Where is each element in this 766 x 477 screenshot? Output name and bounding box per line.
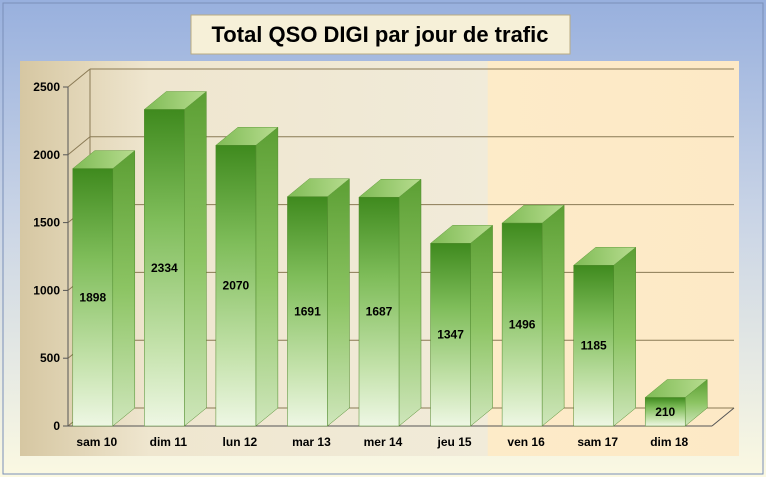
x-axis-ticks: sam 10 dim 11 lun 12 mar 13 mer 14 jeu 15 ven … (76, 435, 688, 449)
gridline (67, 68, 734, 88)
x-tick-label: mer 14 (364, 435, 403, 449)
bar: 210 (644, 378, 708, 427)
y-tick-label: 0 (53, 419, 60, 433)
bar-side (112, 150, 136, 427)
x-tick-label: mar 13 (292, 435, 331, 449)
bar-value-label: 1347 (437, 328, 464, 342)
bar-front (501, 222, 543, 427)
bars: 1898 2334 2070 1691 1687 1347 1496 1185 210 (72, 90, 708, 427)
bar: 1347 (429, 224, 494, 427)
bar-front (215, 145, 257, 427)
x-tick-label: jeu 15 (437, 435, 472, 449)
bar-front (573, 265, 614, 427)
bar: 1496 (501, 204, 565, 427)
y-tick-label: 1500 (33, 216, 60, 230)
bar-value-label: 1687 (366, 305, 393, 319)
x-tick-label: sam 10 (76, 435, 117, 449)
bar-side (398, 178, 422, 427)
bar: 2070 (215, 126, 279, 427)
bar-front (430, 243, 471, 427)
x-tick-label: lun 12 (223, 435, 258, 449)
bar-side (613, 246, 636, 427)
floor-edge (711, 407, 735, 427)
y-tick-label: 2500 (33, 80, 60, 94)
bar-value-label: 1185 (581, 339, 607, 353)
bar-front (644, 397, 686, 427)
bar-side (255, 126, 279, 427)
bar-value-label: 1691 (294, 304, 321, 318)
bar-side (184, 90, 207, 427)
bar-side (470, 224, 493, 427)
bar-side (541, 204, 565, 427)
bar-value-label: 1898 (79, 290, 106, 304)
x-tick-label: ven 16 (507, 435, 545, 449)
x-tick-label: dim 18 (650, 435, 688, 449)
bar: 1687 (358, 178, 422, 427)
chart-title: Total QSO DIGI par jour de trafic (212, 22, 549, 47)
bar: 1185 (572, 246, 637, 427)
y-tick-label: 1000 (33, 283, 60, 297)
title-box: Total QSO DIGI par jour de trafic (190, 14, 571, 55)
bar-front (72, 168, 114, 427)
bar-value-label: 2070 (223, 279, 250, 293)
bar-value-label: 210 (655, 405, 675, 419)
bar: 1691 (286, 178, 351, 427)
y-tick-label: 500 (40, 351, 60, 365)
title-background (190, 14, 571, 55)
bar-front (144, 109, 185, 427)
x-tick-label: sam 17 (577, 435, 618, 449)
y-tick-label: 2000 (33, 148, 60, 162)
bar-front (358, 196, 400, 427)
y-axis-ticks: 0 500 1000 1500 2000 2500 (33, 80, 68, 433)
bar-value-label: 2334 (151, 261, 178, 275)
x-tick-label: dim 11 (150, 435, 188, 449)
bar-side (327, 178, 350, 427)
bar: 2334 (143, 90, 208, 427)
bar-front (287, 196, 328, 427)
bar-value-label: 1496 (509, 318, 536, 332)
bar: 1898 (72, 150, 136, 427)
